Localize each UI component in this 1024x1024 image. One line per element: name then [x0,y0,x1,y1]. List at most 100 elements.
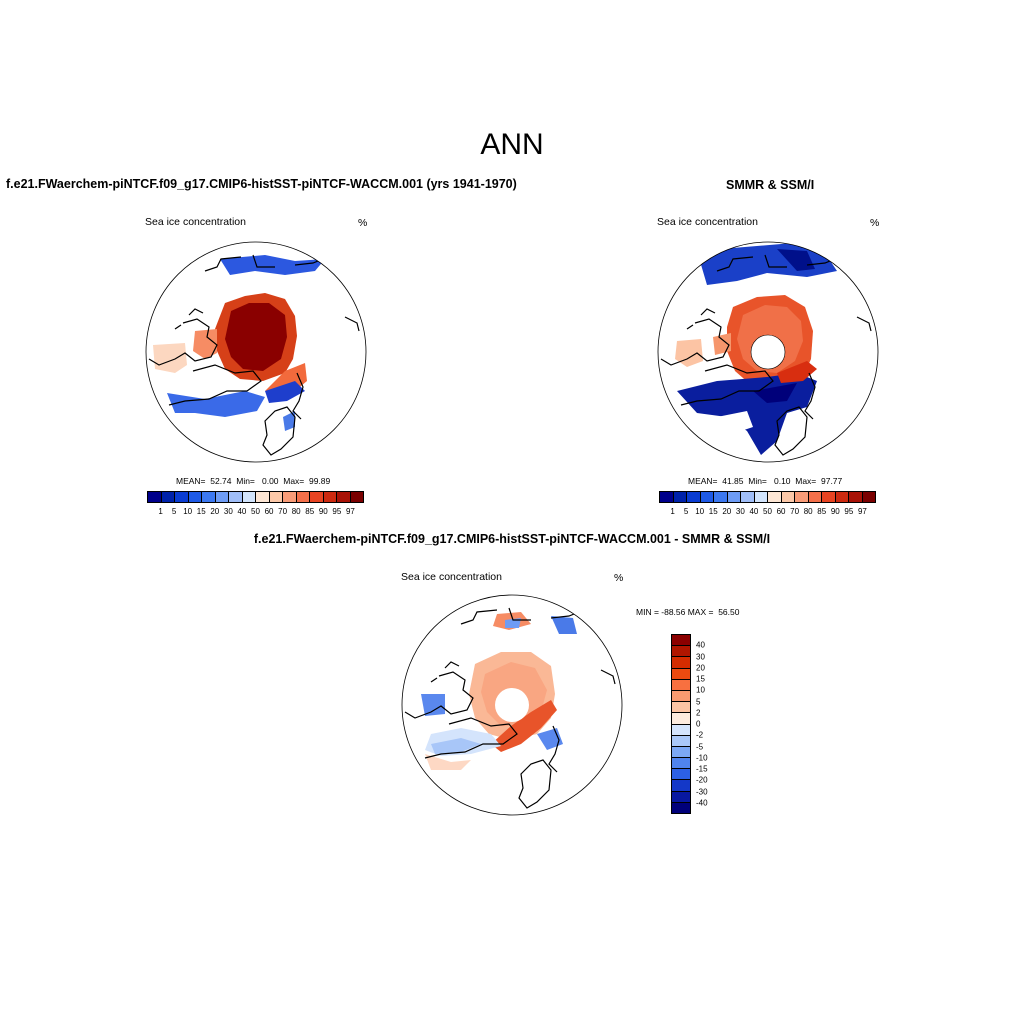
panel-1-colorbar [147,491,364,503]
colorbar-tick-label: 70 [278,507,288,516]
panel-2-polar-map [657,241,879,463]
colorbar-tick-label: 70 [790,507,800,516]
colorbar-tick-label: 5 [171,507,177,516]
colorbar-swatch [672,679,690,691]
colorbar-swatch [269,492,283,502]
colorbar-swatch [672,702,690,714]
colorbar-tick-label: 50 [763,507,772,516]
colorbar-swatch [714,492,728,502]
colorbar-swatch [672,668,690,680]
colorbar-swatch [808,492,822,502]
colorbar-swatch [202,492,216,502]
panel-1-units: % [358,217,368,229]
colorbar-swatch [242,492,256,502]
colorbar-tick-label: 85 [817,507,827,516]
colorbar-tick-label: -10 [696,753,708,763]
colorbar-tick-label: 20 [722,507,732,516]
colorbar-swatch [672,780,690,792]
colorbar-tick-label: 15 [696,674,705,684]
colorbar-tick-label: 30 [696,652,705,661]
colorbar-swatch [175,492,189,502]
main-title: ANN [480,128,544,161]
colorbar-tick-label: -2 [696,730,704,740]
colorbar-tick-label: 97 [345,507,355,516]
colorbar-tick-label: 10 [695,507,705,516]
panel-2-colorbar [659,491,876,503]
colorbar-swatch [337,492,351,502]
panel-3-colorbar-labels: 40 30 20 15 10 5 2 0 -2 -5 -10 -15 -20 -30 -40 [696,634,726,814]
panel-1-subtitle: Sea ice concentration [145,216,246,228]
colorbar-swatch [672,735,690,747]
colorbar-swatch [687,492,701,502]
colorbar-swatch [700,492,714,502]
colorbar-tick-label: 30 [735,507,745,516]
colorbar-tick-label: 50 [251,507,260,516]
colorbar-swatch [672,635,690,647]
colorbar-swatch [862,492,875,502]
panel-2-title: SMMR & SSM/I [726,178,815,192]
colorbar-tick-label: 0 [696,719,701,729]
colorbar-swatch [672,769,690,781]
colorbar-swatch [256,492,270,502]
colorbar-swatch [672,646,690,658]
colorbar-tick-label: 20 [210,507,220,516]
colorbar-tick-label: -15 [696,764,708,774]
colorbar-swatch [849,492,863,502]
colorbar-tick-label: 95 [332,507,342,516]
colorbar-tick-label: 15 [196,507,206,516]
colorbar-tick-label: 80 [291,507,301,516]
colorbar-tick-label: 40 [749,507,759,516]
panel-2-colorbar-labels: 1 5 10 15 20 30 40 50 60 70 80 85 90 95 97 [659,507,876,517]
panel-1-colorbar-labels: 1 5 10 15 20 30 40 50 60 70 80 85 90 95 97 [147,507,364,517]
panel-3-polar-map [401,594,623,816]
colorbar-swatch [672,690,690,703]
colorbar-swatch [672,657,690,669]
colorbar-swatch [672,758,690,770]
colorbar-tick-label: 2 [696,708,701,718]
colorbar-swatch [672,724,690,736]
colorbar-tick-label: 10 [183,507,193,516]
colorbar-tick-label: 90 [830,507,840,516]
colorbar-swatch [835,492,849,502]
colorbar-tick-label: -30 [696,787,708,796]
colorbar-swatch [795,492,809,502]
panel-3-title: f.e21.FWaerchem-piNTCF.f09_g17.CMIP6-his… [253,532,771,546]
colorbar-swatch [727,492,741,502]
colorbar-tick-label: 20 [696,663,705,673]
colorbar-swatch [188,492,202,502]
colorbar-swatch [781,492,795,502]
colorbar-tick-label: 80 [803,507,813,516]
colorbar-swatch [283,492,297,502]
colorbar-tick-label: 30 [223,507,233,516]
colorbar-swatch [310,492,324,502]
panel-2-stats: MEAN= 41.85 Min= 0.10 Max= 97.77 [688,476,843,486]
colorbar-tick-label: 95 [844,507,854,516]
panel-1-polar-map [145,241,367,463]
colorbar-swatch [350,492,363,502]
colorbar-tick-label: -5 [696,742,704,751]
panel-2-units: % [870,217,880,229]
colorbar-swatch [215,492,229,502]
colorbar-swatch [673,492,687,502]
colorbar-swatch [672,802,690,813]
colorbar-tick-label: -40 [696,798,708,808]
colorbar-tick-label: 5 [696,697,701,706]
panel-2-subtitle: Sea ice concentration [657,216,758,228]
colorbar-swatch [161,492,175,502]
colorbar-swatch [754,492,768,502]
colorbar-swatch [741,492,755,502]
colorbar-swatch [323,492,337,502]
colorbar-swatch [672,791,690,803]
colorbar-swatch [768,492,782,502]
colorbar-tick-label: 90 [318,507,328,516]
colorbar-tick-label: -20 [696,775,708,785]
panel-1-stats: MEAN= 52.74 Min= 0.00 Max= 99.89 [176,476,331,486]
colorbar-tick-label: 1 [158,507,163,516]
colorbar-tick-label: 40 [237,507,247,516]
panel-3-colorbar [671,634,691,814]
colorbar-swatch [660,492,674,502]
colorbar-tick-label: 60 [264,507,274,516]
panel-3-subtitle: Sea ice concentration [401,571,502,583]
colorbar-swatch [672,713,690,725]
colorbar-swatch [229,492,243,502]
